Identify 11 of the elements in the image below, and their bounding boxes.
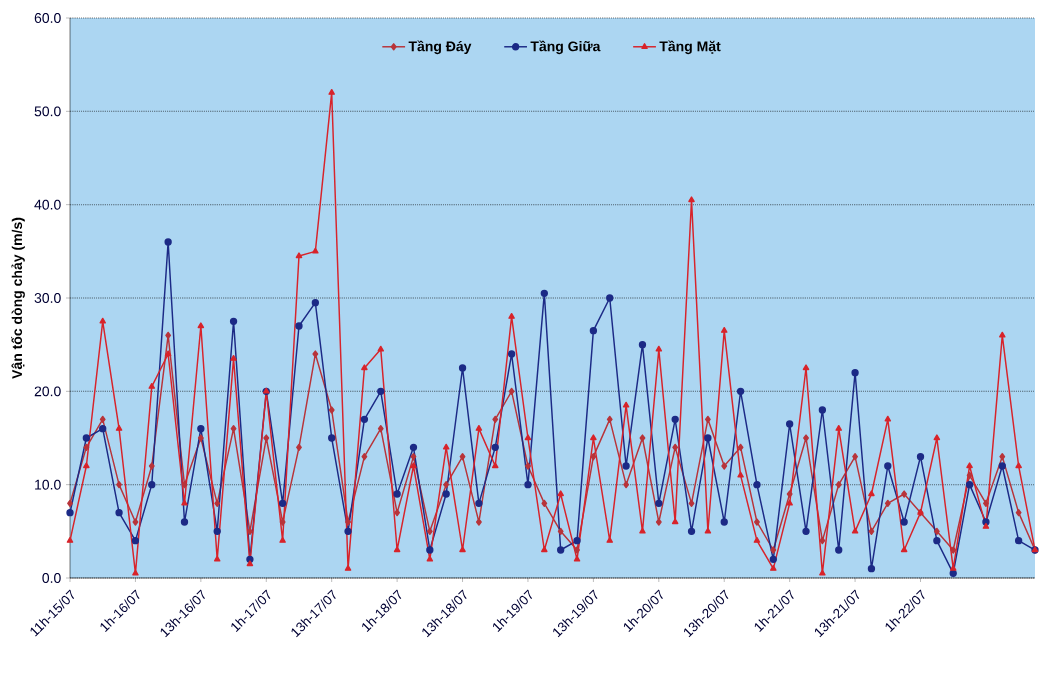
y-tick-label: 50.0 (34, 106, 61, 117)
legend-label: Tầng Giữa (530, 40, 601, 55)
y-tick-label: 20.0 (34, 386, 61, 397)
y-tick-label: 0.0 (42, 573, 61, 583)
legend-label: Tầng Mặt (659, 40, 721, 55)
y-axis-title: Vận tốc dòng chảy (m/s) (11, 217, 25, 379)
y-tick-label: 30.0 (34, 293, 61, 303)
y-tick-label: 60.0 (34, 13, 61, 23)
y-tick-label: 10.0 (35, 479, 61, 490)
legend-label: Tầng Đáy (408, 40, 472, 55)
y-tick-label: 40.0 (34, 199, 61, 210)
